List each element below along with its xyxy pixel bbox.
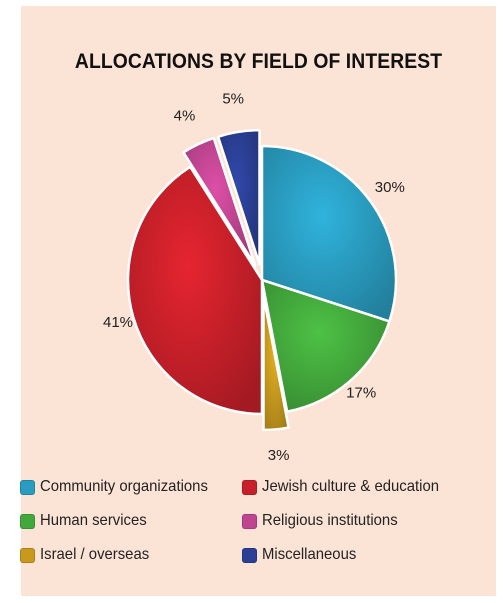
slice-value-label: 4% [174,107,196,124]
legend-item-miscellaneous: Miscellaneous [242,546,462,564]
legend-item-religious-institutions: Religious institutions [242,512,462,530]
legend-swatch [242,479,257,495]
legend-swatch [20,547,35,563]
legend-label: Human services [40,512,147,529]
pie-slice-community-organizations [260,144,398,323]
legend-label: Jewish culture & education [262,478,440,495]
legend-swatch [20,479,35,495]
pie-slice-religious-institutions [182,136,257,267]
legend-item-human-services: Human services [20,512,242,530]
legend-label: Israel / overseas [40,546,150,563]
legend-label: Religious institutions [262,512,398,529]
slice-value-label: 17% [346,385,376,402]
slice-value-label: 41% [103,314,133,331]
legend-swatch [20,513,35,529]
legend-label: Community organizations [40,478,208,495]
pie-slice-human-services [260,278,391,413]
legend-item-israel-overseas: Israel / overseas [20,546,242,564]
pie-slice-miscellaneous [216,128,261,266]
legend-swatch [242,513,257,529]
chart-legend: Community organizations Jewish culture &… [20,478,475,564]
pie-slice-jewish-culture-education [126,165,264,416]
chart-title: ALLOCATIONS BY FIELD OF INTEREST [74,50,443,73]
legend-item-jewish-culture-education: Jewish culture & education [242,478,462,496]
slice-value-label: 5% [222,90,244,107]
legend-label: Miscellaneous [262,546,357,563]
legend-item-community-organizations: Community organizations [20,478,242,496]
slice-value-label: 30% [375,179,405,196]
legend-swatch [242,547,257,563]
pie-slice-israel-overseas [262,294,290,432]
slice-value-label: 3% [268,447,290,464]
